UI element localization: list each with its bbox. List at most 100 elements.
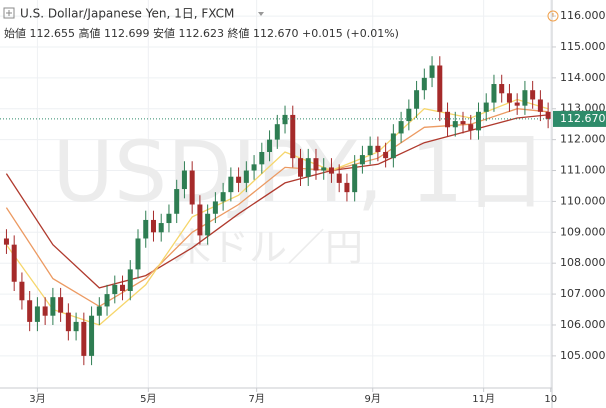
candle-body — [491, 84, 497, 103]
ohlc-label: 始値 — [4, 26, 26, 40]
ohlc-label: 終値 — [228, 26, 250, 40]
candle-body — [19, 281, 25, 301]
candle-body — [267, 139, 273, 152]
candle-body — [282, 114, 288, 125]
candle-body — [243, 170, 249, 183]
candle-body — [96, 306, 102, 316]
alert-icon[interactable] — [547, 10, 559, 22]
candle-body — [468, 124, 474, 131]
candle-body — [220, 192, 226, 202]
candle-body — [344, 182, 350, 193]
candle-body — [174, 189, 180, 214]
x-tick-label: 11月 — [472, 393, 495, 405]
ohlc-label: 高値 — [79, 26, 101, 40]
candle-body — [452, 121, 458, 128]
candle-body — [65, 312, 71, 332]
candle-body — [499, 84, 505, 94]
candle-body — [545, 111, 551, 119]
x-tick-label: 7月 — [248, 393, 264, 405]
candle-body — [89, 315, 95, 356]
candle-body — [120, 284, 126, 291]
y-tick-label: 116.000 — [560, 9, 606, 22]
candle-body — [483, 102, 489, 112]
candle-body — [475, 111, 481, 131]
last-price-box — [553, 110, 606, 127]
candle-body — [166, 213, 172, 224]
candle-body — [398, 121, 404, 134]
candle-body — [143, 219, 149, 239]
x-tick-label: 9月 — [365, 393, 381, 405]
ohlc-legend: 始値 112.655 高値 112.699 安値 112.623 終値 112.… — [4, 26, 399, 40]
candle-body — [406, 108, 412, 122]
dropdown-arrow[interactable] — [258, 12, 264, 16]
candle-body — [421, 77, 427, 91]
candle-body — [506, 93, 512, 103]
y-tick-label: 107.000 — [560, 287, 606, 300]
x-tick-label: 3月 — [29, 393, 45, 405]
expand-icon[interactable] — [3, 7, 15, 19]
y-tick-label: 106.000 — [560, 318, 606, 331]
y-tick-label: 111.000 — [560, 164, 606, 177]
candle-body — [197, 204, 203, 236]
y-tick-label: 112.000 — [560, 133, 606, 146]
candle-body — [73, 321, 79, 332]
candle-body — [11, 244, 17, 282]
candle-body — [313, 158, 319, 171]
background — [0, 0, 552, 388]
candle-body — [414, 90, 420, 109]
candle-body — [359, 155, 365, 165]
candle-body — [27, 300, 33, 322]
candle-body — [104, 294, 110, 307]
candle-body — [127, 269, 133, 291]
y-tick-label: 114.000 — [560, 71, 606, 84]
candle-body — [181, 170, 187, 190]
candle-body — [321, 167, 327, 171]
candle-body — [228, 176, 234, 193]
y-tick-label: 108.000 — [560, 256, 606, 269]
candle-body — [305, 158, 311, 177]
x-tick-label: 10 — [544, 394, 557, 405]
y-tick-label: 105.000 — [560, 349, 606, 362]
candle-body — [328, 167, 334, 174]
y-tick-label: 109.000 — [560, 225, 606, 238]
candle-body — [112, 284, 118, 295]
candle-body — [50, 297, 56, 316]
candle-body — [150, 219, 156, 233]
ohlc-change: +0.015 (+0.01%) — [302, 27, 399, 40]
candle-body — [367, 145, 373, 156]
candle-body — [298, 158, 304, 177]
y-tick-label: 110.000 — [560, 194, 606, 207]
candle-body — [429, 65, 435, 78]
ohlc-label: 安値 — [153, 26, 175, 40]
candle-body — [437, 65, 443, 112]
candle-body — [460, 121, 466, 125]
candle-body — [34, 306, 40, 322]
candle-body — [522, 90, 528, 106]
candle-body — [205, 213, 211, 236]
candle-body — [158, 223, 164, 233]
candle-body — [445, 111, 451, 128]
candle-body — [259, 151, 265, 165]
ohlc-value: 112.655 — [30, 27, 76, 40]
watermark-name: 米ドル／円 — [173, 226, 363, 270]
symbol-title: U.S. Dollar/Japanese Yen, 1日, FXCM — [20, 7, 234, 21]
y-tick-label: 115.000 — [560, 40, 606, 53]
candle-body — [274, 124, 280, 140]
last-price-label: 112.670 — [560, 112, 606, 125]
candle-body — [530, 90, 536, 100]
candle-body — [236, 176, 242, 183]
candle-body — [212, 201, 218, 214]
candle-body — [352, 164, 358, 193]
candle-body — [81, 321, 87, 356]
candle-body — [390, 133, 396, 159]
x-tick-label: 5月 — [140, 393, 156, 405]
ohlc-value: 112.699 — [104, 27, 150, 40]
candle-body — [135, 238, 141, 270]
ohlc-value: 112.623 — [179, 27, 225, 40]
candle-body — [336, 173, 342, 183]
candle-body — [375, 145, 381, 152]
candle-body — [189, 170, 195, 205]
candle-body — [383, 151, 389, 159]
